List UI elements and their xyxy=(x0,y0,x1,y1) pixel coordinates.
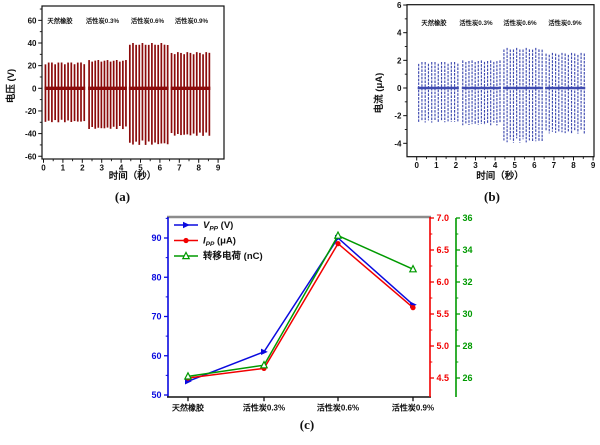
tick-label: 6 xyxy=(532,161,537,170)
spike-groups xyxy=(417,47,586,143)
current-time-chart: 0 1 2 3 4 5 6 7 8 9 -4 -2 0 2 4 6 天然橡胶 活性炭0.3% 活性炭0.6% 活性炭0… xyxy=(394,1,596,170)
y-axis-label-a: 电压 (V) xyxy=(6,68,17,104)
tick-label: 5.0 xyxy=(437,341,450,351)
category-label: 天然橡胶 xyxy=(172,403,204,413)
spike-group-0 xyxy=(44,62,86,123)
tick-label: 60 xyxy=(28,16,37,25)
tick-label: 80 xyxy=(151,272,161,282)
tick-label: 32 xyxy=(463,277,473,287)
tick-label: 60 xyxy=(151,351,161,361)
tick-label: 5 xyxy=(512,161,517,170)
tick-label: 4 xyxy=(493,161,498,170)
tick-label: 6.5 xyxy=(437,245,450,255)
category-label: 活性炭0.6% xyxy=(317,403,359,413)
tick-label: 5.5 xyxy=(437,309,450,319)
annotation-label: 活性炭0.6% xyxy=(131,16,165,25)
spike-group-1 xyxy=(88,60,127,130)
tick-label: 7 xyxy=(552,161,557,170)
legend-label: VPP (V) xyxy=(203,220,233,233)
plot-frame xyxy=(406,4,595,158)
tick-label: 50 xyxy=(151,390,161,400)
x-axis-label-b: 时间（秒） xyxy=(476,171,524,182)
spike-group-0 xyxy=(417,61,459,123)
tick-label: 90 xyxy=(151,233,161,243)
tick-label: 6 xyxy=(158,164,163,173)
tick-label: 4.5 xyxy=(437,373,450,383)
tick-label: 2 xyxy=(454,161,459,170)
tick-label: 3 xyxy=(99,164,104,173)
caption-c: (c) xyxy=(299,417,315,432)
tick-label: 5 xyxy=(138,164,143,173)
legend: VPP (V) IPP (μA)转移电荷 (nC) xyxy=(174,220,263,262)
plot-frame xyxy=(41,5,225,160)
y-axis-label-b: 电流 (μA) xyxy=(374,72,385,114)
x-axis-label-a: 时间（秒） xyxy=(108,171,157,182)
tick-label: 30 xyxy=(463,309,473,319)
tick-label: 2 xyxy=(397,56,402,65)
spike-group-2 xyxy=(502,47,544,143)
legend-label: IPP (μA) xyxy=(203,236,236,249)
spike-group-1 xyxy=(461,60,501,126)
tick-label: 6.0 xyxy=(437,277,450,287)
tick-label: 8 xyxy=(571,161,576,170)
tick-label: 3 xyxy=(473,161,478,170)
spike-group-2 xyxy=(128,43,169,145)
spike-groups xyxy=(44,43,211,145)
tick-label: 7 xyxy=(177,164,182,173)
tick-label: -40 xyxy=(25,130,37,139)
spike-group-3 xyxy=(545,52,586,134)
caption-b: (b) xyxy=(484,189,500,204)
tick-label: 0 xyxy=(397,84,402,93)
tick-label: 0 xyxy=(32,84,37,93)
annotation-label: 活性炭0.6% xyxy=(503,18,537,27)
annotation-label: 活性炭0.9% xyxy=(548,18,582,27)
tick-label: 9 xyxy=(216,164,221,173)
tick-label: 7.0 xyxy=(437,213,450,223)
tick-label: 28 xyxy=(463,341,473,351)
annotation-label: 天然橡胶 xyxy=(47,16,73,25)
category-label: 活性炭0.9% xyxy=(392,403,434,413)
tick-label: 9 xyxy=(591,161,596,170)
category-label: 活性炭0.3% xyxy=(243,403,285,413)
tick-label: 2 xyxy=(80,164,85,173)
tick-label: 8 xyxy=(196,164,201,173)
tick-label: 4 xyxy=(397,29,402,38)
tick-label: -2 xyxy=(394,112,402,121)
tick-label: 0 xyxy=(41,164,46,173)
tick-label: 1 xyxy=(434,161,439,170)
tick-label: 0 xyxy=(414,161,419,170)
annotation-label: 活性炭0.3% xyxy=(459,18,493,27)
annotation-label: 活性炭0.3% xyxy=(86,16,120,25)
series-2 xyxy=(183,230,418,380)
tick-label: 6 xyxy=(397,1,402,10)
tick-label: 34 xyxy=(463,245,473,255)
annotation-label: 活性炭0.9% xyxy=(175,16,209,25)
legend-label: 转移电荷 (nC) xyxy=(203,250,263,262)
tick-label: 36 xyxy=(463,213,473,223)
tick-label: -60 xyxy=(25,152,37,161)
tick-label: 4 xyxy=(119,164,124,173)
caption-a: (a) xyxy=(114,189,131,204)
tick-label: -4 xyxy=(394,139,402,148)
annotation-label: 天然橡胶 xyxy=(421,18,447,27)
tick-label: 1 xyxy=(61,164,66,173)
voltage-time-chart: 0 1 2 3 4 5 6 7 8 9 -60 -40 -20 0 20 40 60 天然橡胶 活性炭0.3% 活性炭… xyxy=(25,5,225,173)
tick-label: 70 xyxy=(151,312,161,322)
tick-label: 26 xyxy=(463,373,473,383)
tick-label: 20 xyxy=(28,62,37,71)
tick-label: 40 xyxy=(28,39,37,48)
tick-label: -20 xyxy=(25,107,37,116)
spike-group-3 xyxy=(170,52,211,136)
comparison-line-chart: 50 60 70 80 90 天然橡胶 活性炭0.3% 活性炭0.6% 活性炭0.9% 4.5 5.… xyxy=(151,213,473,413)
